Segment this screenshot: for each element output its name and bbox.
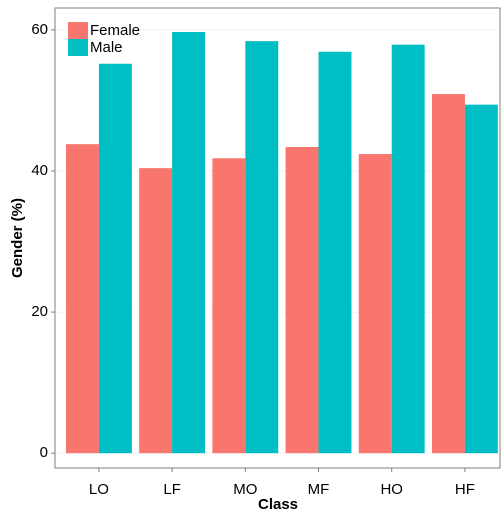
y-tick-label: 40 (31, 162, 48, 179)
legend-key (68, 39, 88, 56)
bar (245, 41, 279, 454)
bar (285, 146, 319, 454)
x-axis-title: Class (258, 496, 298, 513)
y-tick-label: 20 (31, 303, 48, 320)
bar (139, 168, 173, 454)
bar (98, 63, 132, 454)
y-tick-label: 60 (31, 21, 48, 38)
bar (65, 144, 99, 454)
bar (464, 104, 498, 454)
x-tick-label: MO (233, 481, 257, 498)
legend-label: Male (90, 39, 123, 56)
bar (318, 51, 352, 454)
x-tick-label: LO (89, 481, 109, 498)
legend-key (68, 22, 88, 39)
x-tick-label: HO (380, 481, 403, 498)
bar (358, 154, 392, 454)
y-tick-label: 0 (40, 444, 48, 461)
x-tick-label: HF (455, 481, 475, 498)
legend-label: Female (90, 22, 140, 39)
bar (391, 44, 425, 454)
bar (212, 158, 246, 454)
panel-border (54, 7, 501, 469)
x-tick-label: MF (308, 481, 330, 498)
x-tick-label: LF (163, 481, 181, 498)
y-axis-title: Gender (%) (9, 198, 26, 278)
bar (431, 94, 465, 454)
bars (65, 31, 498, 454)
bar (172, 31, 206, 454)
